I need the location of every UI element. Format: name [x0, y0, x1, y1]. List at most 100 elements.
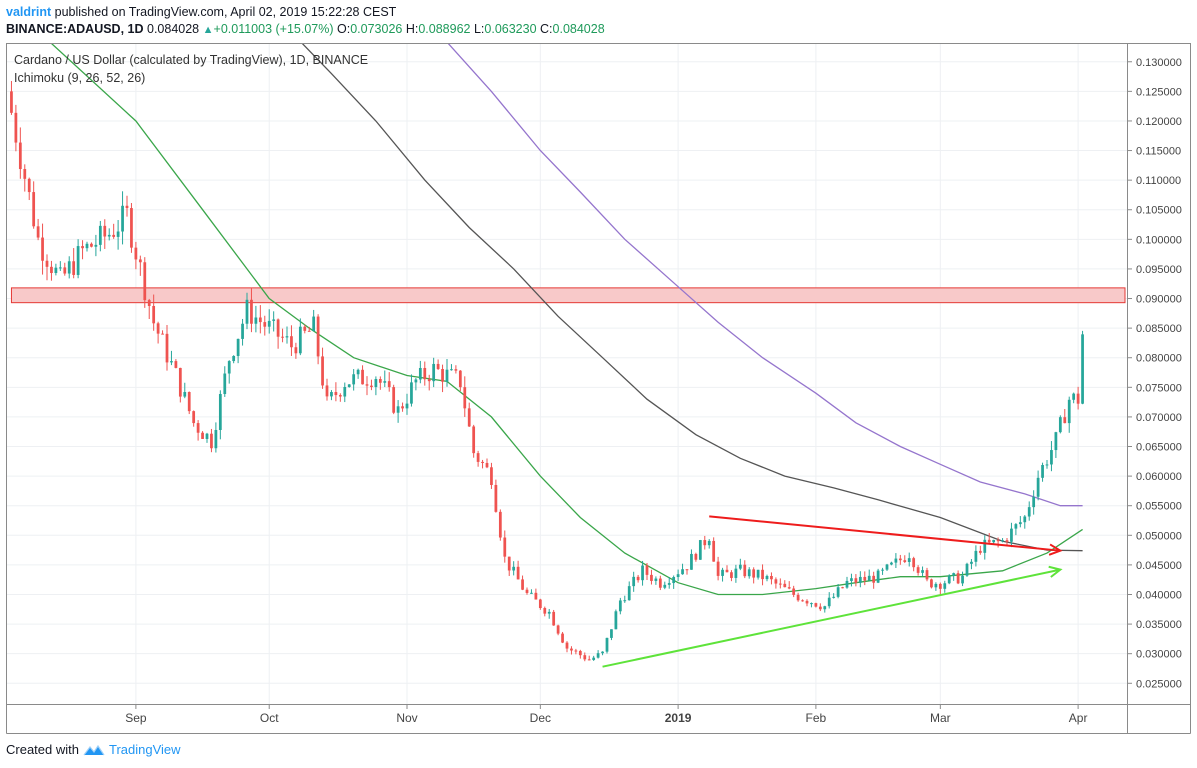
candle-bear: [178, 367, 182, 397]
candle-bear: [365, 384, 369, 386]
x-tick-label: 2019: [665, 711, 692, 725]
author-name[interactable]: valdrint: [6, 5, 52, 19]
candle-bear: [143, 262, 147, 301]
candle-bear: [156, 323, 160, 334]
candle-bear: [152, 305, 156, 324]
candle-bear: [534, 592, 538, 600]
y-tick-label: 0.085000: [1136, 323, 1182, 335]
candle-bull: [1036, 477, 1040, 497]
y-tick-label: 0.050000: [1136, 530, 1182, 542]
candle-bear: [787, 587, 791, 589]
candle-bull: [810, 603, 813, 605]
candle-bull: [698, 540, 702, 560]
candle-bull: [414, 379, 418, 383]
candle-bull: [1067, 399, 1071, 424]
candle-bull: [1058, 417, 1062, 433]
y-tick-label: 0.035000: [1136, 619, 1182, 631]
resistance-zone-rect: [10, 287, 1126, 304]
y-tick-label: 0.055000: [1136, 501, 1182, 513]
candle-bear: [565, 642, 569, 649]
candle-bull: [663, 584, 667, 588]
candle-bull: [405, 403, 409, 409]
moving-averages: [51, 44, 1083, 596]
candle-bull: [596, 653, 600, 658]
candle-bear: [716, 561, 720, 576]
indicator-legend[interactable]: Ichimoku (9, 26, 52, 26): [14, 71, 146, 85]
candle-bull: [721, 569, 724, 576]
candle-bull: [245, 299, 249, 324]
candle-bear: [1063, 417, 1067, 424]
candle-bear: [930, 579, 933, 588]
created-with-label: Created with: [6, 742, 79, 757]
candle-bull: [272, 319, 276, 321]
candle-bull: [836, 587, 840, 597]
candle-bear: [174, 361, 178, 368]
candle-bear: [796, 594, 800, 601]
candle-bear: [490, 467, 493, 485]
x-tick-label: Feb: [806, 711, 827, 725]
ohlc-line: BINANCE:ADAUSD, 1D 0.084028 ▲+0.011003 (…: [6, 22, 605, 36]
x-tick-label: Apr: [1069, 711, 1088, 725]
candle-bear: [187, 392, 191, 412]
y-tick-label: 0.090000: [1136, 294, 1182, 306]
candle-bear: [703, 540, 707, 546]
y-tick-label: 0.115000: [1136, 146, 1181, 158]
candle-bull: [383, 381, 387, 383]
instrument-legend[interactable]: Cardano / US Dollar (calculated by Tradi…: [14, 53, 369, 67]
candle-bear: [898, 558, 902, 561]
tradingview-brand[interactable]: TradingView: [108, 742, 181, 757]
candle-bull: [214, 429, 218, 449]
candle-bull: [183, 392, 187, 397]
candle-bear: [481, 461, 484, 463]
candle-bear: [307, 330, 311, 332]
y-tick-label: 0.070000: [1136, 412, 1182, 424]
candle-bear: [90, 243, 93, 247]
candle-bear: [10, 91, 13, 113]
candle-bear: [694, 553, 698, 560]
candle-bull: [352, 374, 356, 385]
candle-bull: [605, 637, 609, 652]
candle-bear: [578, 650, 582, 656]
candle-bear: [774, 579, 778, 584]
x-tick-label: Dec: [530, 711, 551, 725]
candle-bear: [783, 583, 787, 588]
candle-bull: [312, 316, 316, 331]
candle-bear: [752, 569, 756, 578]
price-change: +0.011003 (+15.07%): [213, 22, 334, 36]
candles: [10, 80, 1084, 662]
candle-bear: [258, 317, 262, 323]
ma-gray-line: [301, 44, 1083, 552]
candle-bull: [396, 406, 400, 413]
chart-frame: [6, 43, 1191, 705]
low-value: 0.063230: [484, 22, 537, 36]
y-tick-label: 0.110000: [1136, 175, 1181, 187]
candle-bull: [614, 611, 618, 630]
candle-bear: [818, 606, 822, 610]
candle-bear: [125, 205, 129, 209]
low-label: L:: [473, 22, 485, 36]
y-tick-label: 0.030000: [1136, 649, 1182, 661]
time-axis[interactable]: Sep Oct Nov Dec 2019 Feb Mar Apr: [125, 704, 1087, 725]
candle-bear: [498, 511, 502, 538]
candle-bull: [1045, 464, 1049, 466]
candle-bear: [81, 246, 84, 249]
candle-bear: [72, 261, 76, 275]
candle-bull: [67, 261, 71, 274]
candle-bear: [801, 600, 804, 602]
candle-bull: [983, 539, 987, 553]
candle-bear: [476, 453, 480, 462]
candle-bear: [538, 599, 542, 609]
candle-bull: [881, 569, 884, 571]
candle-bear: [467, 408, 471, 427]
candle-bull: [734, 568, 738, 578]
candle-bull: [601, 651, 604, 654]
candle-bear: [18, 142, 22, 170]
price-axis[interactable]: 0.130000 0.125000 0.120000 0.115000 0.110000…: [1127, 57, 1182, 691]
candle-bull: [867, 575, 871, 581]
candle-bull: [592, 657, 596, 660]
candle-bull: [205, 433, 209, 439]
candle-bull: [107, 234, 111, 237]
candle-bull: [992, 539, 996, 543]
candle-bull: [832, 596, 836, 598]
